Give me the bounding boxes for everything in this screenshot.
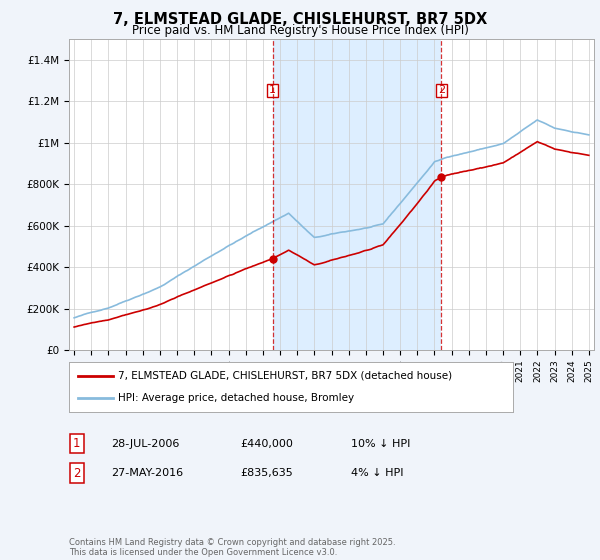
Bar <box>272 39 442 350</box>
Text: 7, ELMSTEAD GLADE, CHISLEHURST, BR7 5DX: 7, ELMSTEAD GLADE, CHISLEHURST, BR7 5DX <box>113 12 487 27</box>
Text: 1: 1 <box>269 86 276 96</box>
Text: 28-JUL-2006: 28-JUL-2006 <box>111 438 179 449</box>
Text: 2: 2 <box>438 86 445 96</box>
Text: Price paid vs. HM Land Registry's House Price Index (HPI): Price paid vs. HM Land Registry's House … <box>131 24 469 37</box>
Text: 1: 1 <box>73 437 80 450</box>
Text: 2: 2 <box>73 466 80 480</box>
Text: HPI: Average price, detached house, Bromley: HPI: Average price, detached house, Brom… <box>118 393 354 403</box>
Text: 7, ELMSTEAD GLADE, CHISLEHURST, BR7 5DX (detached house): 7, ELMSTEAD GLADE, CHISLEHURST, BR7 5DX … <box>118 371 452 381</box>
Text: £835,635: £835,635 <box>240 468 293 478</box>
Text: Contains HM Land Registry data © Crown copyright and database right 2025.
This d: Contains HM Land Registry data © Crown c… <box>69 538 395 557</box>
Text: 10% ↓ HPI: 10% ↓ HPI <box>351 438 410 449</box>
Text: £440,000: £440,000 <box>240 438 293 449</box>
Text: 27-MAY-2016: 27-MAY-2016 <box>111 468 183 478</box>
Text: 4% ↓ HPI: 4% ↓ HPI <box>351 468 404 478</box>
